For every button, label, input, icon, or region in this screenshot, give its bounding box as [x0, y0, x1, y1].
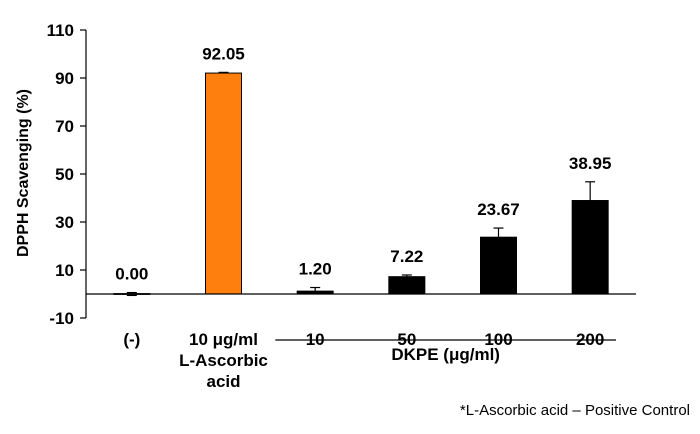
error-bars: [126, 71, 596, 297]
x-tick-label: (-): [123, 330, 140, 349]
value-label: 92.05: [202, 44, 245, 63]
x-tick-label: 10 μg/ml: [189, 330, 258, 349]
y-tick-label: -10: [49, 309, 74, 328]
dkpe-group-label: DKPE (μg/ml): [391, 345, 500, 364]
bar: [205, 72, 242, 295]
y-tick-label: 10: [55, 261, 74, 280]
bar: [480, 236, 517, 295]
value-labels: 0.00 92.05 1.20 7.22 23.67 38.95: [115, 44, 611, 283]
y-tick-label: 50: [55, 165, 74, 184]
bars: [113, 72, 609, 295]
footnote: *L-Ascorbic acid – Positive Control: [460, 402, 690, 419]
x-tick-label: L-Ascorbic: [179, 351, 268, 370]
y-axis-label: DPPH Scavenging (%): [15, 89, 32, 257]
bar: [388, 276, 426, 295]
y-tick-label: 90: [55, 69, 74, 88]
value-label: 7.22: [390, 247, 423, 266]
value-label: 0.00: [115, 265, 148, 284]
bar: [571, 200, 609, 295]
value-label: 23.67: [477, 200, 520, 219]
y-axis: -10 10 30 50 70 90 110: [47, 21, 87, 328]
value-label: 38.95: [569, 154, 612, 173]
y-tick-label: 70: [55, 117, 74, 136]
y-tick-label: 110: [47, 21, 74, 40]
x-tick-label: acid: [206, 372, 240, 391]
value-label: 1.20: [299, 260, 332, 279]
y-tick-label: 30: [55, 213, 74, 232]
